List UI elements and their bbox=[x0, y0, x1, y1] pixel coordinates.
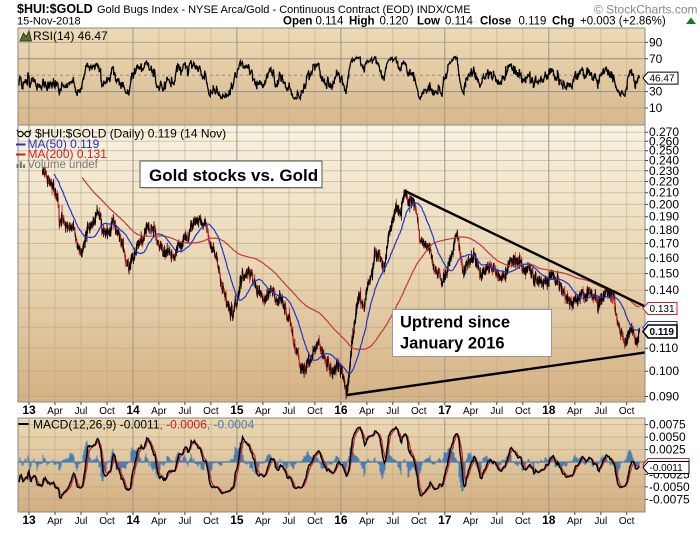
svg-text:13: 13 bbox=[22, 513, 36, 527]
svg-text:January 2016: January 2016 bbox=[400, 335, 505, 353]
svg-text:Jul: Jul bbox=[594, 516, 607, 527]
svg-text:46.47: 46.47 bbox=[650, 74, 675, 85]
svg-text:16: 16 bbox=[334, 403, 348, 417]
svg-text:0.160: 0.160 bbox=[649, 251, 679, 265]
svg-text:Oct: Oct bbox=[203, 406, 219, 417]
svg-text:-0.0050: -0.0050 bbox=[649, 480, 690, 494]
svg-text:0.180: 0.180 bbox=[649, 223, 679, 237]
svg-text:0.200: 0.200 bbox=[649, 197, 679, 211]
svg-text:Jul: Jul bbox=[75, 516, 88, 527]
svg-text:Gold stocks vs. Gold: Gold stocks vs. Gold bbox=[149, 166, 318, 185]
svg-text:Apr: Apr bbox=[151, 406, 167, 417]
svg-text:0.240: 0.240 bbox=[649, 154, 679, 168]
svg-text:MACD(12,26,9) -0.0011, -0.0006: MACD(12,26,9) -0.0011, -0.0006, -0.0004 bbox=[33, 418, 255, 432]
svg-text:17: 17 bbox=[438, 403, 452, 417]
svg-text:Jul: Jul bbox=[179, 406, 192, 417]
svg-text:18: 18 bbox=[542, 403, 556, 417]
svg-text:10: 10 bbox=[649, 101, 663, 115]
svg-text:Oct: Oct bbox=[307, 516, 323, 527]
svg-text:0.090: 0.090 bbox=[649, 390, 679, 404]
svg-text:15: 15 bbox=[230, 403, 244, 417]
svg-text:Jul: Jul bbox=[386, 406, 399, 417]
svg-text:Jul: Jul bbox=[283, 406, 296, 417]
svg-text:Oct: Oct bbox=[619, 406, 635, 417]
svg-text:Oct: Oct bbox=[619, 516, 635, 527]
svg-text:0.110: 0.110 bbox=[649, 341, 678, 355]
svg-text:Jul: Jul bbox=[594, 406, 607, 417]
svg-text:0.131: 0.131 bbox=[650, 304, 675, 315]
svg-text:Oct: Oct bbox=[99, 516, 115, 527]
svg-text:0.260: 0.260 bbox=[649, 134, 679, 148]
svg-text:Apr: Apr bbox=[47, 406, 63, 417]
svg-text:90: 90 bbox=[649, 35, 663, 49]
svg-text:$HUI:$GOLD: $HUI:$GOLD bbox=[17, 2, 93, 16]
svg-text:0.140: 0.140 bbox=[649, 283, 679, 297]
svg-text:-0.0011: -0.0011 bbox=[650, 463, 684, 474]
svg-text:Oct: Oct bbox=[411, 516, 427, 527]
svg-text:0.250: 0.250 bbox=[649, 144, 679, 158]
svg-text:0.190: 0.190 bbox=[649, 210, 679, 224]
svg-text:Oct: Oct bbox=[411, 406, 427, 417]
svg-text:$HUI:$GOLD (Daily) 0.119 (14 N: $HUI:$GOLD (Daily) 0.119 (14 Nov) bbox=[35, 127, 226, 141]
svg-text:0.0075: 0.0075 bbox=[649, 418, 686, 432]
svg-text:Jul: Jul bbox=[386, 516, 399, 527]
svg-text:0.230: 0.230 bbox=[649, 164, 679, 178]
svg-text:16: 16 bbox=[334, 513, 348, 527]
svg-text:Apr: Apr bbox=[567, 516, 583, 527]
svg-text:Oct: Oct bbox=[515, 516, 531, 527]
svg-text:15: 15 bbox=[230, 513, 244, 527]
svg-text:Uptrend since: Uptrend since bbox=[400, 314, 510, 332]
svg-text:Apr: Apr bbox=[359, 406, 375, 417]
svg-text:30: 30 bbox=[649, 85, 663, 99]
svg-text:70: 70 bbox=[649, 52, 663, 66]
svg-text:0.100: 0.100 bbox=[649, 364, 679, 378]
svg-text:0.270: 0.270 bbox=[649, 125, 679, 139]
svg-text:Oct: Oct bbox=[515, 406, 531, 417]
svg-text:14: 14 bbox=[126, 513, 140, 527]
svg-text:Oct: Oct bbox=[99, 406, 115, 417]
svg-text:0.220: 0.220 bbox=[649, 175, 679, 189]
svg-text:Apr: Apr bbox=[47, 516, 63, 527]
svg-text:13: 13 bbox=[22, 403, 36, 417]
svg-text:Apr: Apr bbox=[359, 516, 375, 527]
svg-text:Jul: Jul bbox=[490, 406, 503, 417]
svg-text:0.150: 0.150 bbox=[649, 267, 679, 281]
svg-text:Oct: Oct bbox=[203, 516, 219, 527]
svg-text:Apr: Apr bbox=[255, 406, 271, 417]
svg-text:Jul: Jul bbox=[490, 516, 503, 527]
svg-text:Apr: Apr bbox=[463, 516, 479, 527]
svg-text:0.210: 0.210 bbox=[649, 186, 679, 200]
svg-text:14: 14 bbox=[126, 403, 140, 417]
svg-text:17: 17 bbox=[438, 513, 452, 527]
svg-text:0.119: 0.119 bbox=[650, 327, 675, 338]
svg-text:0.0050: 0.0050 bbox=[649, 430, 686, 444]
svg-text:MA(50) 0.119: MA(50) 0.119 bbox=[28, 137, 100, 151]
svg-text:18: 18 bbox=[542, 513, 556, 527]
svg-text:0.0025: 0.0025 bbox=[649, 443, 686, 457]
svg-text:0.170: 0.170 bbox=[649, 237, 679, 251]
svg-text:RSI(14) 46.47: RSI(14) 46.47 bbox=[33, 29, 108, 43]
svg-text:Jul: Jul bbox=[283, 516, 296, 527]
svg-text:Jul: Jul bbox=[179, 516, 192, 527]
svg-text:Oct: Oct bbox=[307, 406, 323, 417]
svg-text:Apr: Apr bbox=[567, 406, 583, 417]
svg-text:Volume undef: Volume undef bbox=[28, 159, 99, 171]
svg-text:Jul: Jul bbox=[75, 406, 88, 417]
svg-text:Apr: Apr bbox=[151, 516, 167, 527]
svg-text:© StockCharts.com: © StockCharts.com bbox=[594, 3, 698, 17]
svg-text:Apr: Apr bbox=[255, 516, 271, 527]
svg-text:-0.0075: -0.0075 bbox=[649, 492, 690, 506]
svg-text:15-Nov-2018: 15-Nov-2018 bbox=[17, 16, 81, 28]
svg-text:MA(200) 0.131: MA(200) 0.131 bbox=[28, 147, 108, 161]
svg-text:Gold Bugs Index - NYSE Arca/Go: Gold Bugs Index - NYSE Arca/Gold - Conti… bbox=[97, 4, 471, 16]
svg-text:Apr: Apr bbox=[463, 406, 479, 417]
